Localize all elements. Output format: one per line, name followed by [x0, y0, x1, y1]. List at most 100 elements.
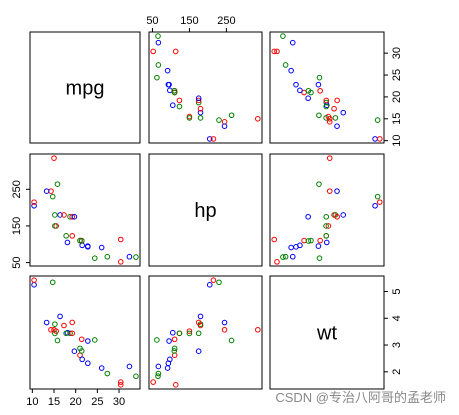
point [67, 330, 73, 337]
point [326, 115, 333, 122]
x-tick-label: 20 [70, 396, 82, 408]
point [210, 277, 217, 283]
point [316, 255, 323, 261]
point [334, 97, 340, 104]
point [288, 244, 294, 251]
panel [269, 153, 385, 267]
point [195, 95, 202, 102]
point [91, 337, 98, 343]
point [63, 233, 69, 239]
point [43, 319, 50, 326]
point [326, 155, 333, 161]
point [176, 330, 183, 337]
point [315, 243, 322, 249]
point [79, 242, 85, 249]
point [71, 348, 78, 354]
point [69, 330, 76, 337]
x-tick-label: 10 [26, 396, 38, 408]
point [376, 136, 383, 142]
y-tick-label: 50 [11, 256, 23, 268]
point [317, 87, 323, 94]
point [78, 348, 85, 354]
point [117, 259, 124, 265]
point [271, 236, 278, 243]
panel [269, 31, 385, 144]
point [274, 48, 280, 55]
point [374, 193, 381, 200]
point [164, 67, 171, 74]
point [280, 254, 286, 260]
point [216, 279, 222, 286]
point [78, 238, 85, 244]
point [43, 188, 50, 194]
point [150, 48, 156, 55]
panel [29, 275, 141, 390]
point [197, 313, 204, 320]
point [323, 233, 330, 239]
point [297, 87, 303, 94]
point [133, 373, 139, 380]
point [323, 239, 330, 246]
y-tick-label: 4 [391, 315, 403, 321]
point [164, 365, 171, 371]
point [31, 277, 37, 283]
point [31, 202, 37, 209]
point [274, 259, 280, 265]
point [104, 253, 111, 260]
x-tick-label: 15 [48, 396, 60, 408]
point [372, 136, 378, 142]
point [166, 338, 172, 344]
point [52, 330, 58, 337]
point [323, 223, 329, 229]
point [61, 322, 67, 329]
point [305, 238, 312, 244]
point [150, 379, 156, 385]
point [171, 336, 178, 343]
point [167, 87, 173, 94]
point [197, 109, 204, 116]
point [372, 202, 378, 209]
point [169, 329, 176, 336]
point [71, 213, 78, 220]
point [197, 115, 204, 121]
panel [148, 153, 263, 267]
point [155, 62, 162, 68]
point [69, 319, 76, 326]
point [325, 223, 332, 229]
point [293, 81, 299, 88]
point [228, 112, 235, 119]
point [216, 117, 222, 123]
point [31, 199, 37, 205]
panel [148, 31, 263, 144]
point [98, 365, 105, 371]
point [288, 67, 294, 74]
point [289, 253, 296, 260]
point [334, 213, 340, 220]
point [374, 117, 381, 123]
x-tick-label: 250 [217, 15, 235, 27]
point [154, 74, 160, 81]
point [51, 326, 57, 333]
point [308, 237, 314, 244]
y-tick-label: 25 [391, 69, 403, 81]
point [186, 330, 193, 337]
point [315, 81, 322, 88]
point [85, 243, 91, 249]
point [280, 33, 286, 39]
point [195, 319, 202, 326]
y-tick-label: 250 [11, 180, 23, 198]
y-tick-label: 15 [391, 113, 403, 125]
x-tick-label: 50 [146, 15, 158, 27]
point [117, 236, 124, 243]
point [176, 103, 183, 110]
point [206, 282, 213, 288]
point [334, 188, 340, 194]
point [61, 212, 67, 218]
point [167, 356, 173, 363]
point [195, 330, 202, 337]
point [282, 62, 289, 68]
point [206, 136, 213, 142]
point [63, 330, 69, 337]
point [176, 97, 183, 104]
